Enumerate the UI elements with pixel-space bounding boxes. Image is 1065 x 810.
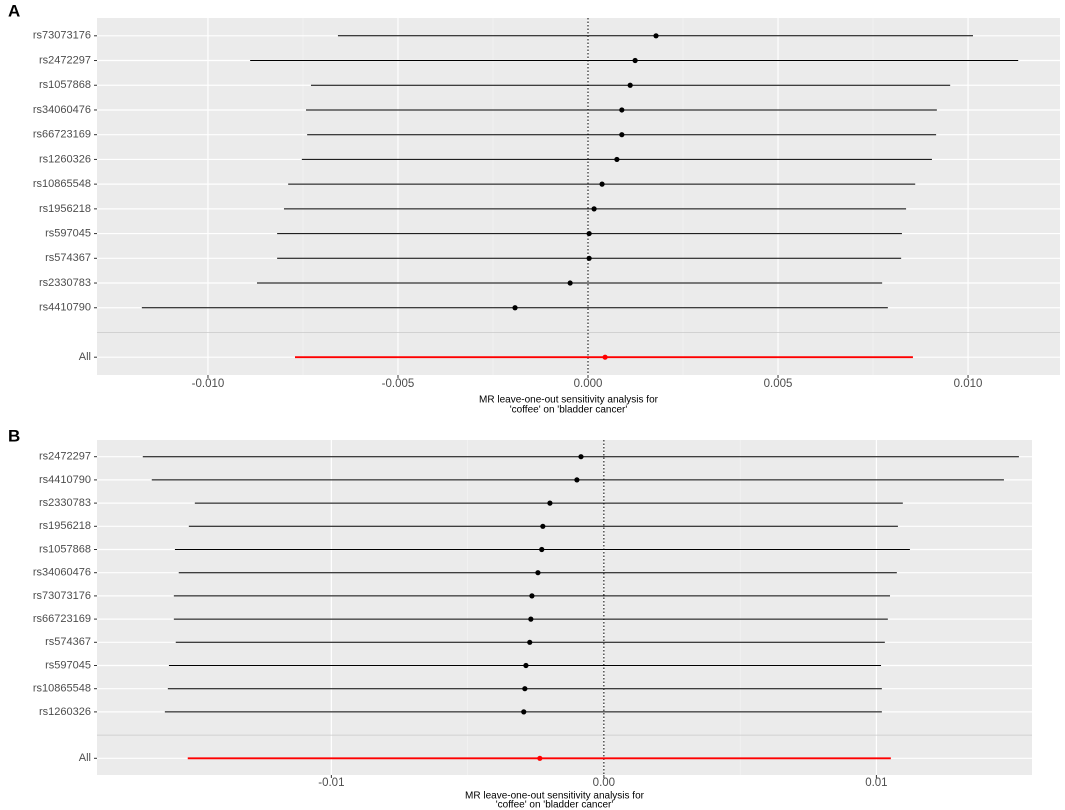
y-tick-label: All [79,351,91,363]
y-tick-label: rs1260326 [39,706,91,718]
estimate-point [537,755,543,761]
y-tick-label: rs574367 [45,636,91,648]
y-tick-label: rs34060476 [33,104,91,116]
x-tick-label: 0.005 [764,378,793,390]
estimate-point [627,82,633,88]
estimate-point [632,57,638,64]
panel-label: B [8,426,20,445]
estimate-point [574,477,580,483]
x-tick-label: -0.01 [318,777,344,789]
estimate-point [599,181,605,187]
y-tick-label: rs1057868 [39,79,91,91]
x-tick-label: -0.010 [192,378,225,390]
estimate-point [619,107,625,113]
y-tick-label: rs73073176 [33,590,91,602]
x-tick-label: 0.000 [574,378,603,390]
estimate-point [521,709,527,715]
estimate-point [653,33,659,39]
y-tick-label: rs34060476 [33,567,91,579]
y-tick-label: rs10865548 [33,178,91,190]
x-axis-label: MR leave-one-out sensitivity analysis fo… [479,395,659,406]
y-tick-label: rs4410790 [39,474,91,486]
y-tick-label: rs4410790 [39,302,91,314]
estimate-point [614,156,620,163]
y-tick-label: rs1956218 [39,520,91,532]
panel-label: A [8,1,20,20]
y-tick-label: rs66723169 [33,613,91,625]
estimate-point [528,616,534,622]
x-tick-label: -0.005 [382,378,415,390]
plot-background [97,18,1060,375]
estimate-point [591,206,597,212]
y-tick-label: rs2472297 [39,451,91,463]
y-tick-label: All [79,752,91,764]
y-tick-label: rs2472297 [39,54,91,66]
estimate-point [522,686,528,692]
y-tick-label: rs1260326 [39,153,91,165]
estimate-point [578,454,584,460]
x-tick-label: 0.01 [865,777,887,789]
estimate-point [535,570,541,576]
estimate-point [602,354,608,360]
estimate-point [529,593,535,599]
x-axis-label: 'coffee' on 'bladder cancer' [496,800,614,810]
estimate-point [539,546,545,553]
x-tick-label: 0.010 [954,378,983,390]
estimate-point [586,255,592,261]
estimate-point [547,500,553,506]
y-tick-label: rs2330783 [39,497,91,509]
estimate-point [567,280,573,286]
y-tick-label: rs597045 [45,227,91,239]
estimate-point [523,662,529,669]
y-tick-label: rs10865548 [33,683,91,695]
y-tick-label: rs1057868 [39,543,91,555]
plot-background [97,440,1032,775]
estimate-point [527,639,533,645]
estimate-point [586,230,592,237]
y-tick-label: rs66723169 [33,129,91,141]
y-tick-label: rs2330783 [39,277,91,289]
y-tick-label: rs574367 [45,252,91,264]
x-tick-label: 0.00 [593,777,615,789]
estimate-point [540,523,546,529]
estimate-point [619,132,625,138]
y-tick-label: rs597045 [45,659,91,671]
x-axis-label: MR leave-one-out sensitivity analysis fo… [465,791,645,802]
y-tick-label: rs73073176 [33,30,91,42]
x-axis-label: 'coffee' on 'bladder cancer' [510,405,628,416]
estimate-point [512,305,518,311]
y-tick-label: rs1956218 [39,203,91,215]
